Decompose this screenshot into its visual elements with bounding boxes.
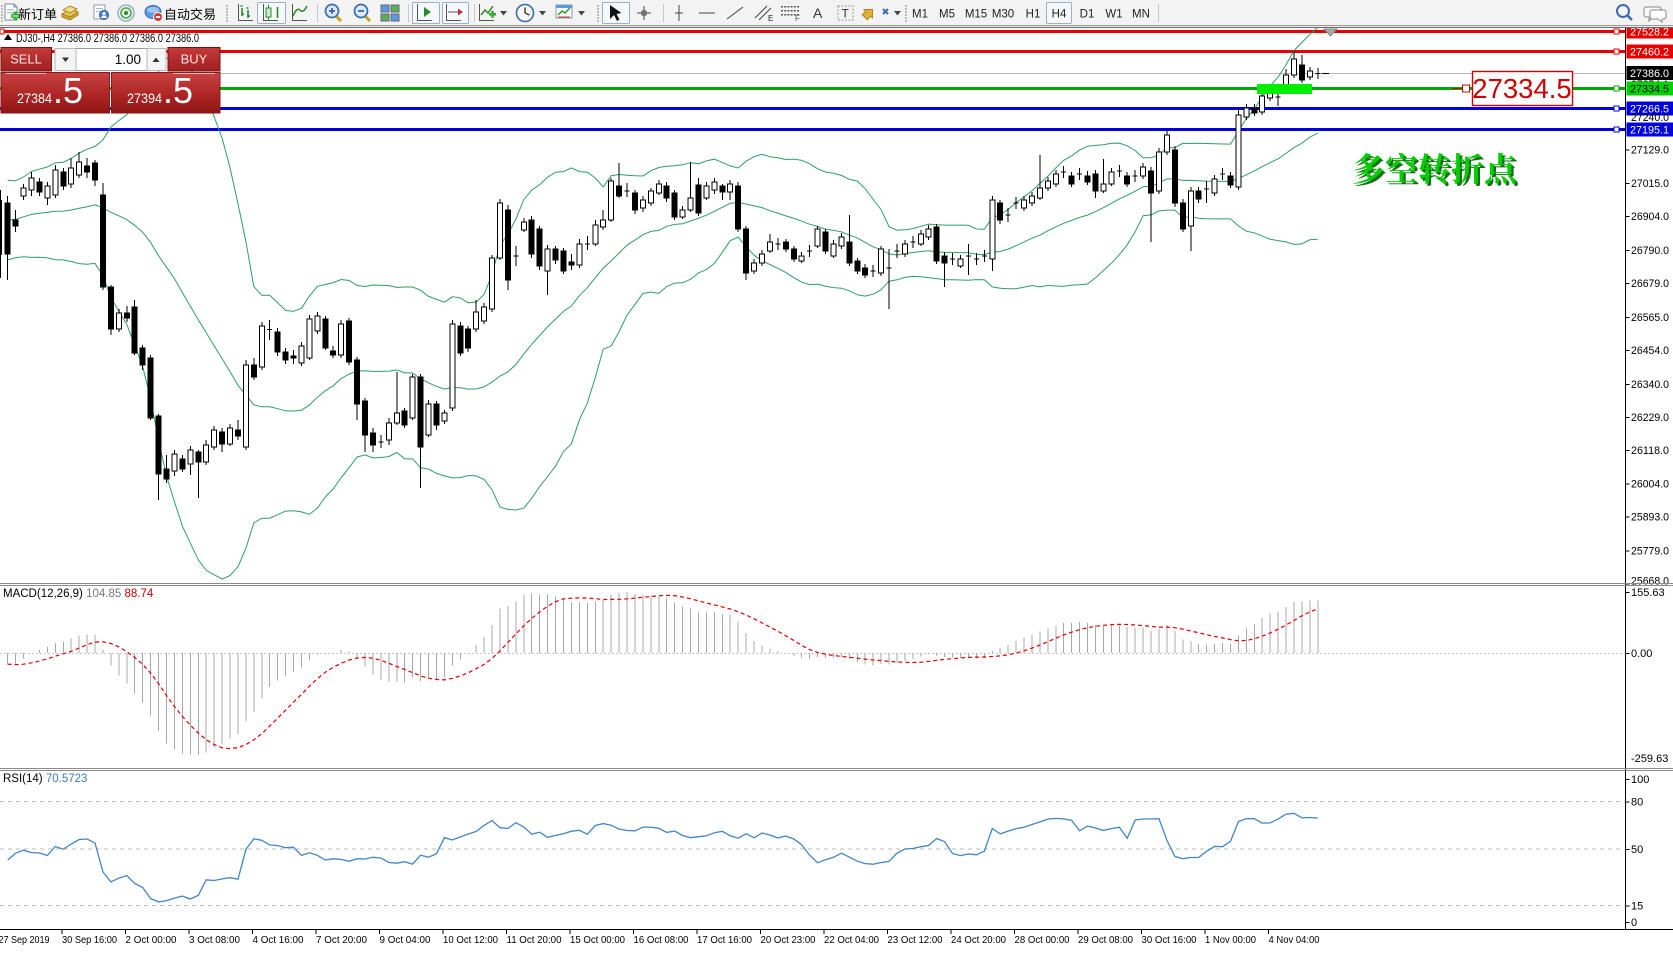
svg-text:30 Sep 16:00: 30 Sep 16:00 bbox=[62, 934, 117, 946]
svg-text:M15: M15 bbox=[965, 9, 987, 21]
svg-text:1 Nov 00:00: 1 Nov 00:00 bbox=[1205, 934, 1256, 946]
svg-text:17 Oct 16:00: 17 Oct 16:00 bbox=[697, 934, 752, 946]
svg-text:.5: .5 bbox=[53, 70, 83, 111]
svg-text:25779.0: 25779.0 bbox=[1631, 546, 1669, 558]
svg-text:E: E bbox=[768, 14, 773, 23]
svg-text:26790.0: 26790.0 bbox=[1631, 245, 1669, 257]
svg-text:26118.0: 26118.0 bbox=[1631, 445, 1669, 457]
svg-text:22 Oct 04:00: 22 Oct 04:00 bbox=[824, 934, 879, 946]
svg-text:.5: .5 bbox=[163, 70, 193, 111]
svg-text:F: F bbox=[795, 14, 800, 23]
svg-text:3 Oct 08:00: 3 Oct 08:00 bbox=[189, 934, 240, 946]
svg-text:DJ30-,H4 27386.0 27386.0 2738: DJ30-,H4 27386.0 27386.0 27386.0 27386.0 bbox=[16, 33, 199, 45]
svg-text:H4: H4 bbox=[1052, 9, 1067, 21]
svg-text:50: 50 bbox=[1631, 844, 1643, 856]
svg-text:15: 15 bbox=[1631, 901, 1643, 913]
svg-text:A: A bbox=[813, 5, 823, 21]
svg-text:27129.0: 27129.0 bbox=[1631, 144, 1669, 156]
svg-text:M1: M1 bbox=[912, 9, 928, 21]
svg-text:27384: 27384 bbox=[17, 91, 52, 106]
svg-text:7 Oct 20:00: 7 Oct 20:00 bbox=[316, 934, 367, 946]
svg-text:155.63: 155.63 bbox=[1631, 587, 1665, 599]
svg-text:20 Oct 23:00: 20 Oct 23:00 bbox=[761, 934, 816, 946]
svg-text:27528.2: 27528.2 bbox=[1630, 27, 1669, 39]
svg-text:25893.0: 25893.0 bbox=[1631, 512, 1669, 524]
svg-text:H1: H1 bbox=[1026, 9, 1041, 21]
svg-text:27386.0: 27386.0 bbox=[1630, 68, 1669, 80]
svg-text:-259.63: -259.63 bbox=[1631, 753, 1668, 765]
svg-text:M5: M5 bbox=[939, 9, 955, 21]
svg-text:27334.5: 27334.5 bbox=[1472, 73, 1571, 104]
svg-text:T: T bbox=[842, 7, 850, 21]
svg-text:SELL: SELL bbox=[10, 52, 42, 67]
svg-text:10 Oct 12:00: 10 Oct 12:00 bbox=[443, 934, 498, 946]
svg-text:26004.0: 26004.0 bbox=[1631, 479, 1669, 491]
svg-text:M30: M30 bbox=[992, 9, 1014, 21]
svg-text:9 Oct 04:00: 9 Oct 04:00 bbox=[380, 934, 431, 946]
svg-text:27394: 27394 bbox=[127, 91, 162, 106]
svg-text:26679.0: 26679.0 bbox=[1631, 278, 1669, 290]
svg-text:BUY: BUY bbox=[181, 52, 208, 67]
svg-text:MACD(12,26,9) 104.85 88.74: MACD(12,26,9) 104.85 88.74 bbox=[3, 588, 154, 600]
svg-text:26229.0: 26229.0 bbox=[1631, 412, 1669, 424]
svg-text:27460.2: 27460.2 bbox=[1630, 47, 1669, 59]
svg-text:4 Oct 16:00: 4 Oct 16:00 bbox=[253, 934, 304, 946]
svg-text:1.00: 1.00 bbox=[115, 52, 141, 67]
svg-text:26904.0: 26904.0 bbox=[1631, 211, 1669, 223]
svg-text:27334.5: 27334.5 bbox=[1630, 84, 1669, 96]
svg-text:27195.1: 27195.1 bbox=[1630, 125, 1669, 137]
svg-text:15 Oct 00:00: 15 Oct 00:00 bbox=[570, 934, 625, 946]
svg-text:D1: D1 bbox=[1080, 9, 1095, 21]
svg-text:27 Sep 2019: 27 Sep 2019 bbox=[0, 934, 50, 946]
svg-text:100: 100 bbox=[1631, 774, 1649, 786]
svg-text:4 Nov 04:00: 4 Nov 04:00 bbox=[1269, 934, 1320, 946]
svg-text:2 Oct 00:00: 2 Oct 00:00 bbox=[126, 934, 177, 946]
svg-text:23 Oct 12:00: 23 Oct 12:00 bbox=[888, 934, 943, 946]
svg-text:W1: W1 bbox=[1105, 9, 1122, 21]
svg-text:24 Oct 20:00: 24 Oct 20:00 bbox=[951, 934, 1006, 946]
svg-text:26454.0: 26454.0 bbox=[1631, 345, 1669, 357]
svg-text:11 Oct 20:00: 11 Oct 20:00 bbox=[507, 934, 562, 946]
svg-text:28 Oct 00:00: 28 Oct 00:00 bbox=[1015, 934, 1070, 946]
svg-text:0: 0 bbox=[1631, 917, 1637, 929]
svg-text:27015.0: 27015.0 bbox=[1631, 178, 1669, 190]
svg-text:16 Oct 08:00: 16 Oct 08:00 bbox=[634, 934, 689, 946]
svg-text:26565.0: 26565.0 bbox=[1631, 312, 1669, 324]
svg-text:29 Oct 08:00: 29 Oct 08:00 bbox=[1078, 934, 1133, 946]
svg-text:MN: MN bbox=[1132, 9, 1150, 21]
svg-text:26340.0: 26340.0 bbox=[1631, 379, 1669, 391]
svg-text:RSI(14) 70.5723: RSI(14) 70.5723 bbox=[3, 773, 87, 785]
svg-text:27240.0: 27240.0 bbox=[1631, 112, 1669, 124]
svg-text:80: 80 bbox=[1631, 797, 1643, 809]
svg-text:30 Oct 16:00: 30 Oct 16:00 bbox=[1142, 934, 1197, 946]
svg-text:0.00: 0.00 bbox=[1631, 648, 1652, 660]
